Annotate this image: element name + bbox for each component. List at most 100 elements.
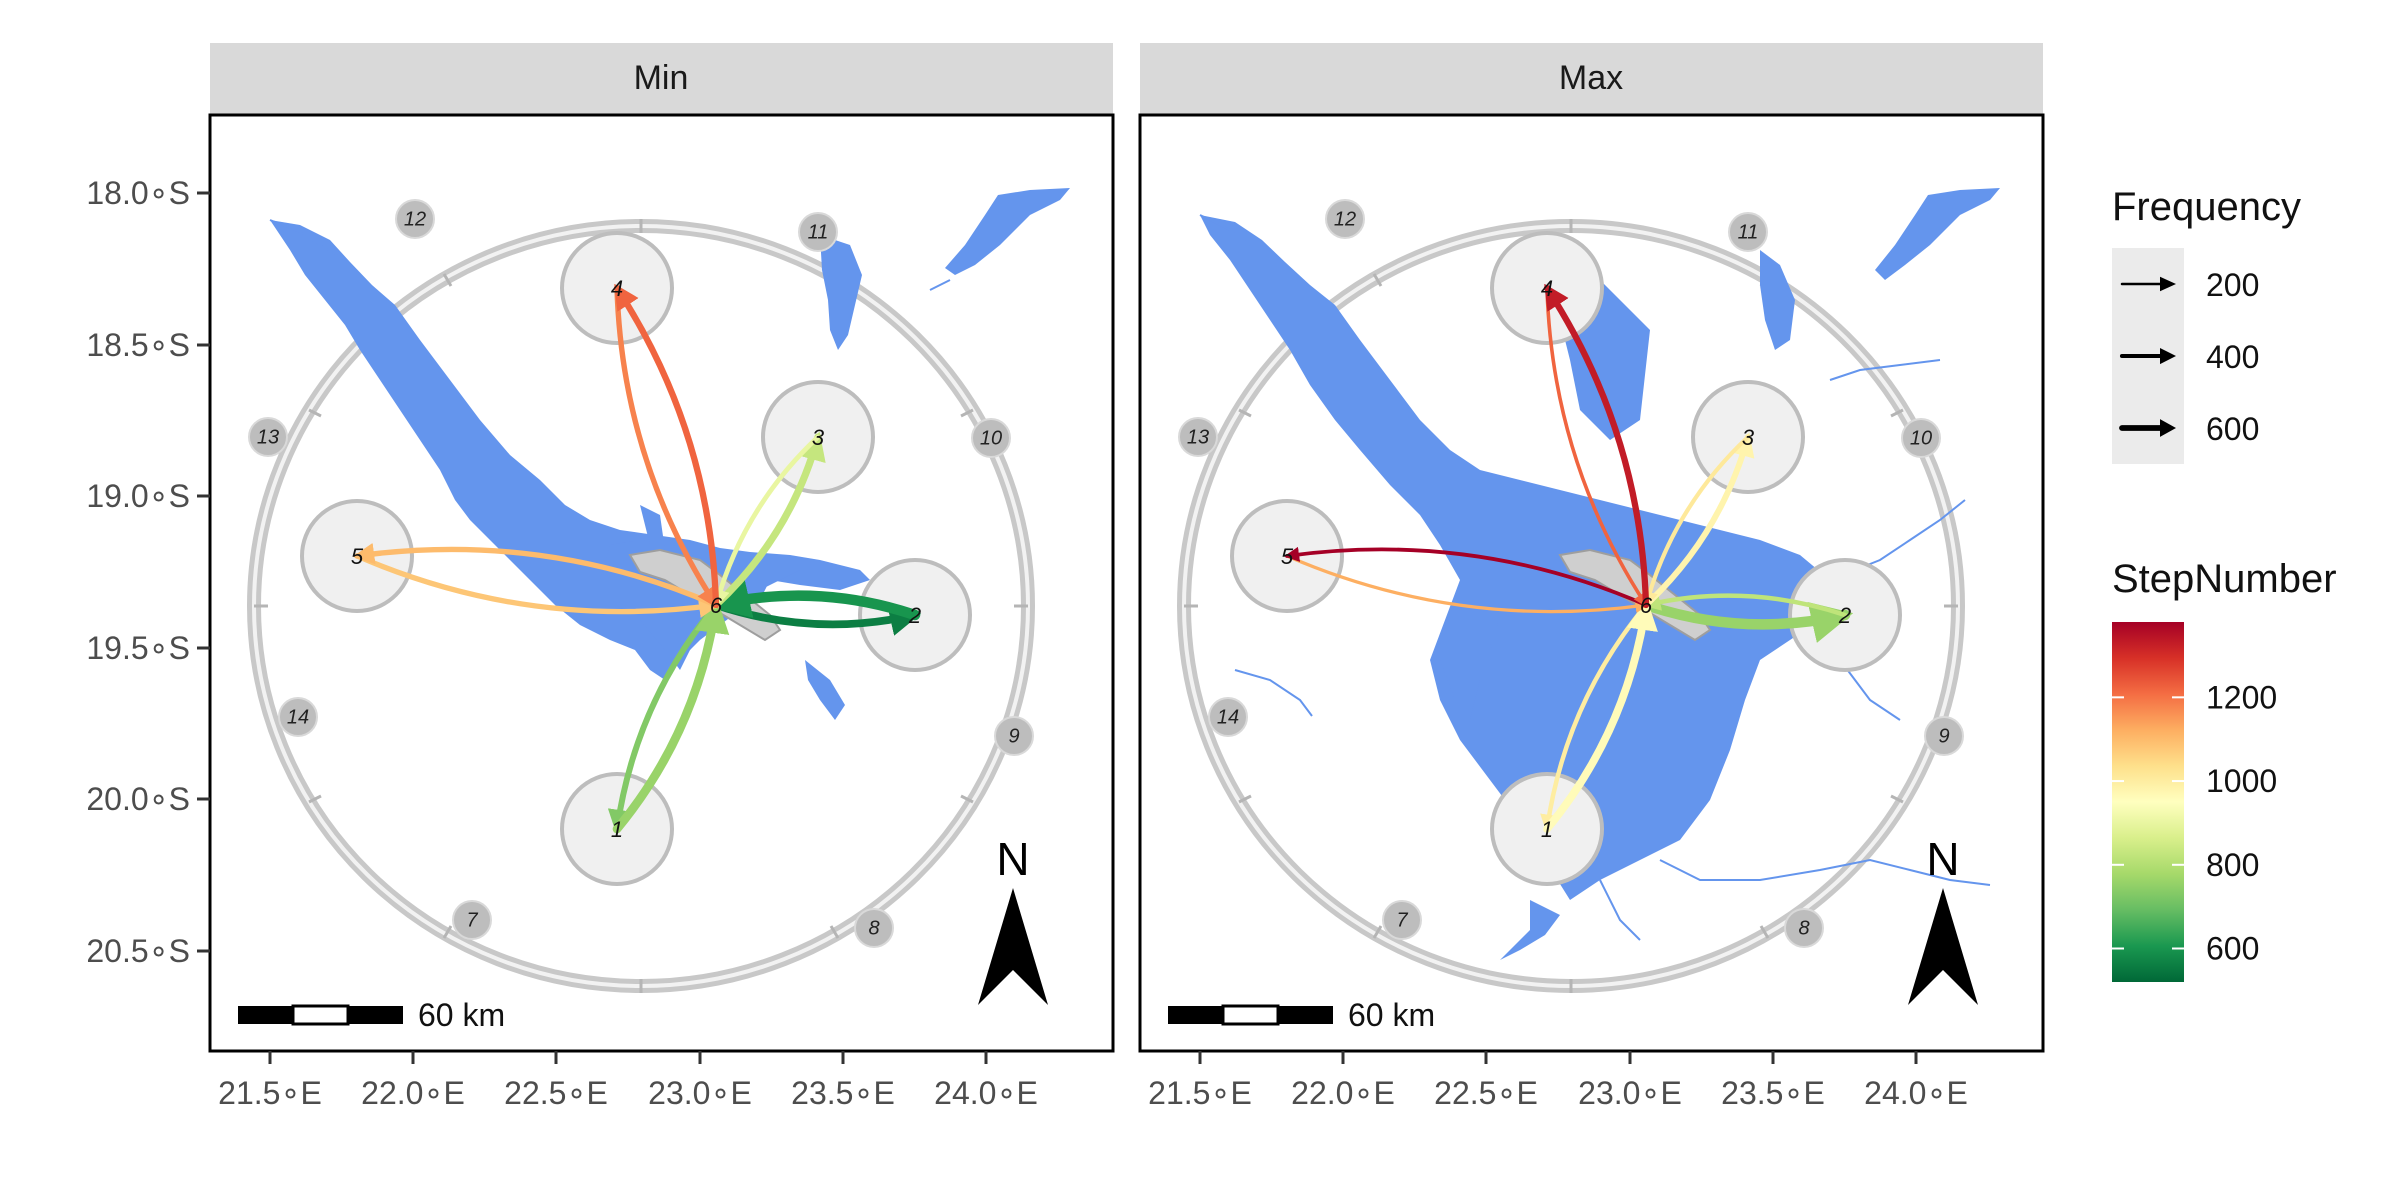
- x-axis-max: 21.5∘E 22.0∘E 22.5∘E 23.0∘E 23.5∘E 24.0∘…: [1148, 1051, 1968, 1111]
- x-tick-label: 21.5∘E: [218, 1075, 322, 1111]
- waypoint-label: 1: [611, 817, 623, 842]
- ring-sector-label: 8: [1798, 917, 1809, 939]
- panel-title-min: Min: [634, 59, 689, 97]
- x-tick-label: 21.5∘E: [1148, 1075, 1252, 1111]
- y-tick-label: 19.5∘S: [86, 630, 190, 666]
- movement-arrow: [710, 434, 821, 609]
- x-tick-label: 24.0∘E: [934, 1075, 1038, 1111]
- y-tick-label: 20.5∘S: [86, 933, 190, 969]
- movement-arrow: [1543, 283, 1650, 609]
- ring-sector-label: 13: [257, 426, 279, 448]
- legend-frequency-label: 600: [2206, 411, 2259, 447]
- panel-title-max: Max: [1559, 59, 1623, 97]
- y-tick-label: 20.0∘S: [86, 781, 190, 817]
- movement-arrow: [614, 285, 719, 609]
- ring-sector-badge: [798, 212, 838, 252]
- north-arrow-min: N: [978, 833, 1048, 1005]
- map-max: 60 km N: [1168, 188, 2000, 1033]
- ring-sector-badge: [248, 417, 288, 457]
- legend-stepnumber-title: StepNumber: [2112, 557, 2337, 601]
- x-tick-label: 23.5∘E: [791, 1075, 895, 1111]
- x-axis-min: 21.5∘E 22.0∘E 22.5∘E 23.0∘E 23.5∘E 24.0∘…: [218, 1051, 1038, 1111]
- movement-arrow: [1642, 593, 1848, 618]
- ring-sector-label: 10: [1910, 427, 1932, 449]
- ring-sector-badge: [452, 900, 492, 940]
- legend-stepnumber-label: 1200: [2206, 679, 2277, 715]
- legend-stepnumber-ticks: 1200 1000 800 600: [2112, 679, 2277, 967]
- movement-arrow: [1540, 602, 1649, 833]
- ring-sector-badge: [1924, 716, 1964, 756]
- ring-sector-label: 8: [868, 917, 879, 939]
- waypoint-label: 3: [812, 425, 825, 450]
- movement-arrow: [352, 542, 719, 608]
- ring-sector-label: 11: [808, 221, 829, 243]
- north-arrow-icon: [1908, 888, 1978, 1005]
- ring-sector-label: 13: [1187, 426, 1209, 448]
- legend-stepnumber: StepNumber 1200 1000 800 600: [2112, 557, 2337, 982]
- scalebar-max: 60 km: [1168, 997, 1435, 1033]
- y-tick-label: 18.5∘S: [86, 327, 190, 363]
- ring-sector-label: 10: [980, 427, 1002, 449]
- scalebar-min: 60 km: [238, 997, 505, 1033]
- waypoint-label: 4: [1541, 276, 1553, 301]
- x-tick-label: 22.5∘E: [504, 1075, 608, 1111]
- flows-layer-min: 1 2 3 4 5 6: [351, 276, 921, 842]
- legend-stepnumber-label: 800: [2206, 847, 2259, 883]
- ring-sector-badge: [1901, 418, 1941, 458]
- north-arrow-max: N: [1908, 833, 1978, 1005]
- waypoint-label: 6: [1640, 593, 1653, 618]
- north-arrow-icon: [978, 888, 1048, 1005]
- movement-arrow: [1643, 432, 1755, 608]
- waypoint-label: 2: [908, 603, 921, 628]
- ring-tick-group: [254, 219, 1028, 993]
- ring-sector-badge: [971, 418, 1011, 458]
- legend-stepnumber-colorbar: [2112, 622, 2184, 982]
- ring-sector-badge: [1784, 908, 1824, 948]
- legend-frequency-arrowhead: [2160, 419, 2176, 437]
- legend-frequency-title: Frequency: [2112, 185, 2301, 229]
- panel-min: Min: [208, 43, 1115, 1053]
- legend-frequency: Frequency 200 400 600: [2112, 185, 2301, 464]
- waypoint-label: 5: [351, 544, 364, 569]
- movement-arrow: [1640, 599, 1854, 643]
- movement-arrow: [612, 598, 730, 834]
- ring-sector-label: 12: [404, 208, 426, 230]
- legend-stepnumber-label: 1000: [2206, 763, 2277, 799]
- north-label-min: N: [996, 833, 1029, 885]
- ring-sector-label: 9: [1938, 725, 1949, 747]
- movement-arrow: [354, 553, 721, 618]
- strip-min: [210, 43, 1113, 115]
- legend-frequency-keys: [2119, 276, 2176, 437]
- ring-sector-badge: [1325, 199, 1365, 239]
- x-tick-label: 23.5∘E: [1721, 1075, 1825, 1111]
- legend-frequency-label: 400: [2206, 339, 2259, 375]
- legend-frequency-arrowhead: [2160, 276, 2176, 292]
- x-tick-label: 22.0∘E: [361, 1075, 465, 1111]
- ring-sector-badge: [994, 716, 1034, 756]
- north-label-max: N: [1926, 833, 1959, 885]
- ring-sector-label: 7: [466, 909, 478, 931]
- waypoint-label: 4: [611, 276, 623, 301]
- y-axis: 18.0∘S 18.5∘S 19.0∘S 19.5∘S 20.0∘S 20.5∘…: [86, 175, 210, 969]
- movement-arrow: [1285, 554, 1649, 614]
- movement-arrow: [1545, 286, 1648, 608]
- x-tick-label: 22.0∘E: [1291, 1075, 1395, 1111]
- ring-sector-badge: [1728, 212, 1768, 252]
- ring-sector-label: 12: [1334, 208, 1356, 230]
- x-tick-label: 23.0∘E: [648, 1075, 752, 1111]
- legend-frequency-label: 200: [2206, 267, 2259, 303]
- movement-arrow: [707, 577, 921, 621]
- y-tick-label: 18.0∘S: [86, 175, 190, 211]
- flows-layer-max: 1 2 3 4 5 6: [1281, 276, 1854, 842]
- ring-sector-badge: [854, 908, 894, 948]
- ring-sector-label: 7: [1396, 909, 1408, 931]
- water-layer: [1199, 188, 2000, 960]
- x-tick-label: 24.0∘E: [1864, 1075, 1968, 1111]
- ring-sector-badge: [1382, 900, 1422, 940]
- ring-sector-label: 14: [1217, 706, 1239, 728]
- ring-sector-label: 11: [1738, 221, 1759, 243]
- strip-max: [1140, 43, 2043, 115]
- movement-arrow: [1543, 598, 1658, 833]
- movement-arrow: [1283, 546, 1648, 607]
